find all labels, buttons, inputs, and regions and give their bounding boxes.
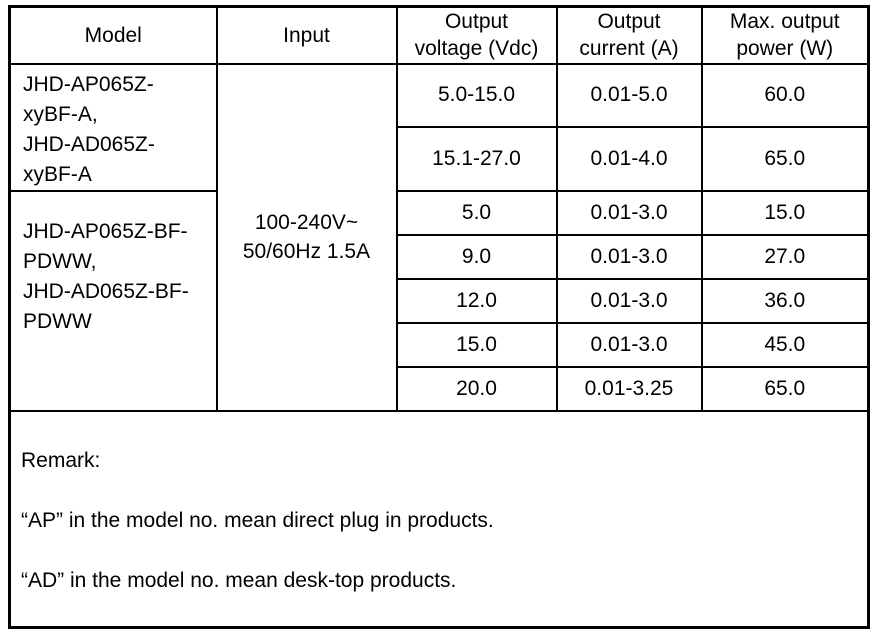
table-row: 9.0 0.01-3.0 27.0 <box>10 233 870 280</box>
power-cell: 15.0 <box>700 189 870 236</box>
current-cell: 0.01-3.0 <box>555 189 703 236</box>
voltage-cell: 5.0 <box>395 189 558 236</box>
remark-cell: Remark: “AP” in the model no. mean direc… <box>8 409 870 628</box>
table-row: 15.1-27.0 0.01-4.0 65.0 <box>10 126 870 192</box>
current-cell: 0.01-3.0 <box>555 277 703 324</box>
current-cell: 0.01-5.0 <box>555 62 703 128</box>
remark-row: Remark: “AP” in the model no. mean direc… <box>8 409 870 628</box>
current-cell: 0.01-3.0 <box>555 321 703 368</box>
voltage-cell: 5.0-15.0 <box>395 62 558 128</box>
header-model: Model <box>8 5 218 65</box>
current-cell: 0.01-4.0 <box>555 126 703 192</box>
voltage-cell: 15.1-27.0 <box>395 126 558 192</box>
remark-line-ap: “AP” in the model no. mean direct plug i… <box>21 508 494 532</box>
table-row: JHD-AP065Z- xyBF-A, JHD-AD065Z- xyBF-A 1… <box>8 62 870 412</box>
table-row: 20.0 0.01-3.25 65.0 <box>10 365 870 412</box>
power-cell: 60.0 <box>700 62 870 128</box>
header-max-output-power: Max. output power (W) <box>700 5 870 65</box>
power-cell: 45.0 <box>700 321 870 368</box>
current-cell: 0.01-3.25 <box>555 365 703 412</box>
power-cell: 36.0 <box>700 277 870 324</box>
voltage-cell: 20.0 <box>395 365 558 412</box>
voltage-cell: 12.0 <box>395 277 558 324</box>
voltage-cell: 15.0 <box>395 321 558 368</box>
table-row: 12.0 0.01-3.0 36.0 <box>10 277 870 324</box>
input-cell: 100-240V~ 50/60Hz 1.5A <box>215 62 398 412</box>
voltage-cell: 9.0 <box>395 233 558 280</box>
header-output-voltage: Output voltage (Vdc) <box>395 5 558 65</box>
document-page: Model Input Output voltage (Vdc) Output … <box>0 5 875 629</box>
spec-table: Model Input Output voltage (Vdc) Output … <box>8 5 870 629</box>
model-group-1-cell: JHD-AP065Z- xyBF-A, JHD-AD065Z- xyBF-A <box>8 62 218 192</box>
power-cell: 65.0 <box>700 365 870 412</box>
power-cell: 65.0 <box>700 126 870 192</box>
model-group-2-cell: JHD-AP065Z-BF- PDWW, JHD-AD065Z-BF- PDWW <box>8 189 218 412</box>
table-row: 15.0 0.01-3.0 45.0 <box>10 321 870 368</box>
header-row: Model Input Output voltage (Vdc) Output … <box>8 5 870 65</box>
remark-line-ad: “AD” in the model no. mean desk-top prod… <box>21 568 457 592</box>
header-input: Input <box>215 5 398 65</box>
current-cell: 0.01-3.0 <box>555 233 703 280</box>
power-cell: 27.0 <box>700 233 870 280</box>
header-output-current: Output current (A) <box>555 5 703 65</box>
remark-title: Remark: <box>21 448 101 472</box>
table-row: JHD-AP065Z-BF- PDWW, JHD-AD065Z-BF- PDWW… <box>8 189 870 412</box>
